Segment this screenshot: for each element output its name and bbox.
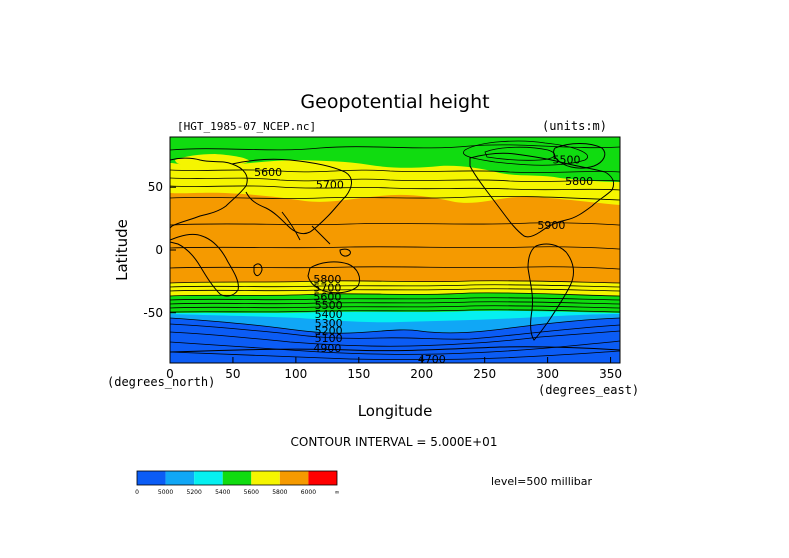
x-tick-label: 150 [347, 367, 370, 381]
contour-label-layer: 5600570055005800590058005700560055005400… [254, 154, 593, 366]
y-tick-label: 0 [155, 243, 163, 257]
color-scale-label: 0 [135, 489, 139, 496]
color-scale-swatch [308, 471, 337, 485]
color-scale-swatch [194, 471, 223, 485]
x-units-label: (degrees_east) [538, 383, 639, 397]
band-lowest-south [170, 318, 620, 363]
map-plot: 5600570055005800590058005700560055005400… [170, 137, 620, 366]
color-scale-label: 5600 [244, 489, 259, 496]
contour-lines [170, 140, 620, 361]
y-tick-label: -50 [143, 306, 163, 320]
contour-label: 5200 [315, 324, 343, 337]
color-scale-label: 5200 [187, 489, 202, 496]
color-scale-swatch [165, 471, 195, 485]
level-label: level=500 millibar [491, 475, 593, 488]
x-tick-label: 300 [536, 367, 559, 381]
y-tick-label: 50 [148, 180, 163, 194]
contour-label: 5600 [313, 290, 341, 303]
contour-label: 4900 [313, 342, 341, 355]
color-scale-label: 6000 [301, 489, 316, 496]
contour-label: 5300 [315, 317, 343, 330]
x-tick-label: 350 [599, 367, 622, 381]
contour-label: 5600 [254, 166, 282, 179]
europe-africa-coast [170, 157, 248, 297]
contour-label: 5500 [553, 154, 581, 167]
color-scale-label: ∞ [335, 489, 340, 496]
color-scale-label: 5000 [158, 489, 173, 496]
contour-label: 5700 [313, 282, 341, 295]
coastlines [170, 143, 620, 353]
color-scale-swatch [251, 471, 280, 485]
color-scale-frame [136, 470, 338, 486]
y-axis-ticks: 50 0 -50 [143, 180, 176, 320]
color-scale-swatch [279, 471, 309, 485]
color-scale-swatch [222, 471, 252, 485]
band-5600-north [170, 137, 620, 182]
contour-label: 5900 [537, 219, 565, 232]
contour-label: 4700 [418, 353, 446, 366]
color-scale-bar: 0 5000 5200 5400 5600 5800 6000 ∞ [135, 470, 340, 496]
north-america-coast [469, 152, 615, 238]
color-scale-label: 5400 [215, 489, 230, 496]
australia-coast [307, 261, 361, 294]
asia-coast [231, 158, 352, 245]
units-label: (units:m) [542, 119, 607, 133]
contour-label: 5100 [315, 332, 343, 345]
color-scale-label: 5800 [272, 489, 287, 496]
greenland-coast [553, 143, 606, 169]
x-tick-label: 0 [166, 367, 174, 381]
x-tick-label: 100 [284, 367, 307, 381]
y-units-label: (degrees_north) [107, 375, 215, 389]
y-axis-label: Latitude [113, 219, 131, 281]
color-scale-swatch [137, 471, 166, 485]
x-tick-label: 250 [473, 367, 496, 381]
contour-label: 5400 [315, 308, 343, 321]
x-axis-ticks: 0 50 100 150 200 250 300 350 [166, 357, 622, 381]
contour-label: 5800 [565, 175, 593, 188]
south-america-coast [527, 243, 574, 341]
x-tick-label: 50 [225, 367, 240, 381]
dataset-label: [HGT_1985-07_NCEP.nc] [177, 120, 316, 133]
contour-label: 5700 [316, 179, 344, 192]
contour-interval-label: CONTOUR INTERVAL = 5.000E+01 [291, 435, 498, 449]
contour-label: 5800 [313, 273, 341, 286]
indian-ocean-islands [253, 248, 351, 277]
x-tick-label: 200 [410, 367, 433, 381]
x-axis-label: Longitude [358, 402, 433, 420]
contour-label: 5500 [315, 299, 343, 312]
antarctica-coast [170, 346, 620, 353]
figure-title: Geopotential height [300, 91, 489, 113]
